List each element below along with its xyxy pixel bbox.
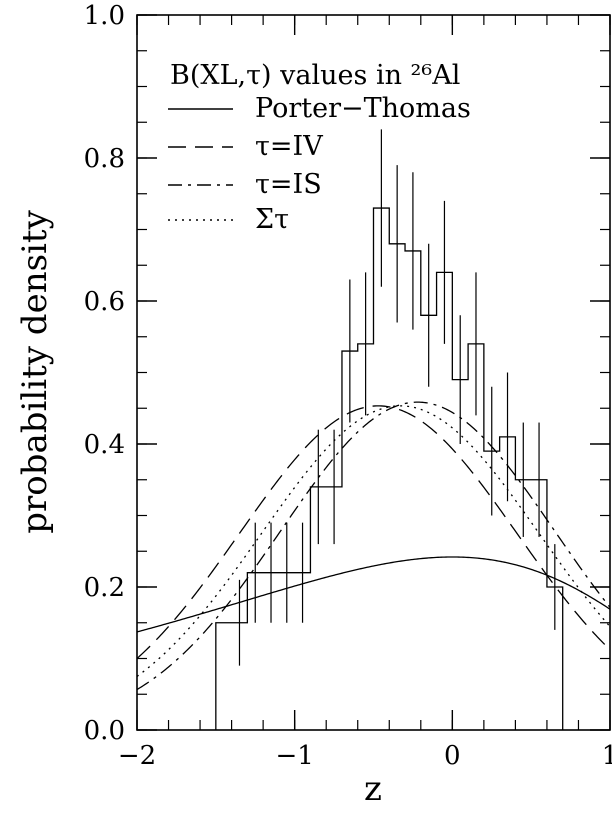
x-axis-label: z [364,769,382,809]
y-tick-label: 0.8 [84,144,125,174]
x-tick-label: 1 [602,741,612,771]
series-line [136,405,611,677]
legend-label: Porter−Thomas [255,93,471,124]
x-tick-label: 0 [444,741,461,771]
y-tick-label: 0.4 [84,430,125,460]
legend-title: B(XL,τ) values in ²⁶Al [170,60,460,91]
series-line [136,405,611,659]
curves [136,401,611,691]
series-line [136,401,611,691]
legend-label: τ=IS [255,169,322,200]
ticks [136,14,611,731]
y-tick-label: 0.2 [84,573,125,603]
tick-labels: −2 −1 0 1 0.0 0.2 0.4 0.6 0.8 1.0 [84,1,612,771]
histogram [215,129,564,730]
legend-label: Στ [255,204,289,235]
legend-label: τ=IV [255,131,323,162]
series-line [136,556,611,633]
x-tick-label: −2 [118,741,156,771]
y-tick-label: 1.0 [84,1,125,31]
x-tick-label: −1 [276,741,314,771]
y-tick-label: 0.0 [84,716,125,746]
y-tick-label: 0.6 [84,287,125,317]
y-axis-label: probability density [15,209,55,533]
